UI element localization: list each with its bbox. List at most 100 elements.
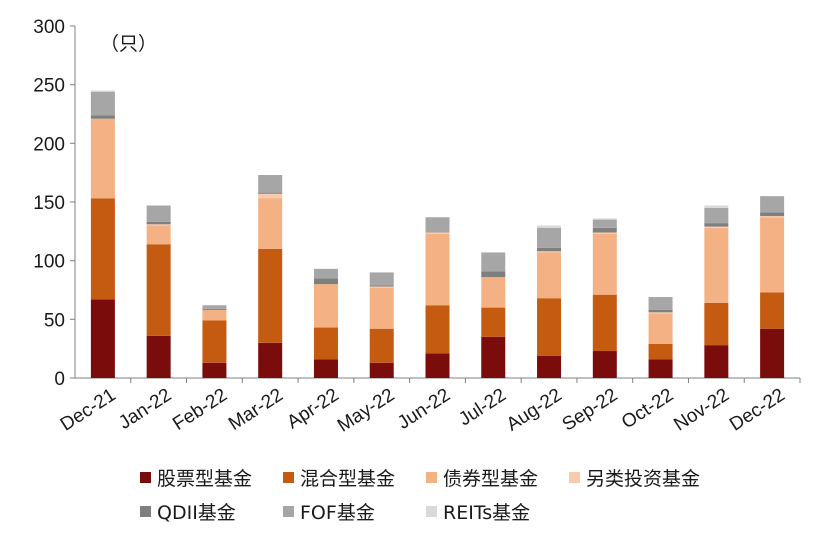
x-tick-label: Jun-22 xyxy=(394,385,454,434)
bar-segment xyxy=(425,217,450,233)
bar-segment xyxy=(146,225,171,245)
bar-segment xyxy=(313,327,338,360)
y-tick-label: 0 xyxy=(54,369,65,390)
bar-segment xyxy=(537,355,562,378)
bar-segment xyxy=(146,221,171,225)
bar-segment xyxy=(760,196,785,213)
y-tick-label: 200 xyxy=(33,134,65,155)
bar-segment xyxy=(760,212,785,217)
legend-item: 债券型基金 xyxy=(426,464,569,491)
legend-label: 另类投资基金 xyxy=(586,467,701,490)
bar-segment xyxy=(90,118,115,199)
bar-segment xyxy=(90,115,115,119)
x-tick-label: Aug-22 xyxy=(503,385,566,436)
bar-segment xyxy=(481,252,506,272)
bar-segment xyxy=(369,285,394,287)
bar-segment xyxy=(90,299,115,378)
bar-segment xyxy=(537,247,562,252)
bar-segment xyxy=(313,284,338,328)
bar-segment xyxy=(537,227,562,248)
x-tick-label: Nov-22 xyxy=(670,385,733,436)
bar-segment xyxy=(90,90,115,92)
legend-item: 混合型基金 xyxy=(283,464,426,491)
bar-segment xyxy=(258,175,283,193)
x-tick-label: Feb-22 xyxy=(169,385,231,435)
y-tick-labels: 0 50 100 150 200 250 300 xyxy=(33,17,65,390)
bar-segment xyxy=(369,272,394,286)
legend-label: 债券型基金 xyxy=(443,467,539,490)
legend-swatch xyxy=(140,505,151,517)
bar-segment xyxy=(481,336,506,378)
bar-segment xyxy=(704,207,729,224)
bar-segment xyxy=(425,233,450,306)
y-tick-label: 50 xyxy=(44,310,65,331)
bar-segment xyxy=(369,287,394,329)
x-tick-label: Oct-22 xyxy=(618,385,677,434)
bar-segment xyxy=(704,345,729,378)
x-tick-label: May-22 xyxy=(334,385,399,437)
legend-item: 股票型基金 xyxy=(140,464,283,491)
bar-segment xyxy=(369,328,394,363)
bar-segment xyxy=(648,359,673,378)
bar-segment xyxy=(537,225,562,228)
x-tick-label: Dec-22 xyxy=(726,385,789,436)
legend-label: 混合型基金 xyxy=(300,467,396,490)
bar-segment xyxy=(258,198,283,249)
bar-segment xyxy=(592,233,617,295)
legend-swatch xyxy=(426,505,437,517)
bar-segment xyxy=(704,227,729,303)
bar-segment xyxy=(258,248,283,343)
bar-segment xyxy=(537,298,562,356)
legend-swatch xyxy=(426,471,437,483)
bar-segment xyxy=(202,305,227,309)
bar-segment xyxy=(648,309,673,313)
legend-swatch xyxy=(283,471,294,483)
legend-label: FOF基金 xyxy=(300,501,375,524)
bar-segment xyxy=(202,362,227,378)
bar-segment xyxy=(760,217,785,293)
x-tick-label: Mar-22 xyxy=(225,385,287,435)
legend-item: FOF基金 xyxy=(283,498,426,525)
y-tick-label: 150 xyxy=(33,193,65,214)
bar-segment xyxy=(704,223,729,227)
y-tick-label: 250 xyxy=(33,76,65,97)
x-tick-label: Jul-22 xyxy=(455,385,510,431)
bar-segment xyxy=(146,224,171,226)
bar-segment xyxy=(704,302,729,346)
legend-item: QDII基金 xyxy=(140,498,283,525)
legend-label: QDII基金 xyxy=(157,501,236,524)
bar-segment xyxy=(760,292,785,329)
bar-segment xyxy=(648,312,673,314)
legend-label: REITs基金 xyxy=(443,501,531,524)
bar-segment xyxy=(146,335,171,378)
bar-segment xyxy=(648,313,673,344)
bar-segment xyxy=(202,309,227,321)
x-tick-label: Sep-22 xyxy=(559,385,622,436)
y-tick-label: 300 xyxy=(33,17,65,38)
bar-segment xyxy=(425,353,450,378)
legend: 股票型基金 混合型基金 债券型基金 另类投资基金 QDII基金 FOF基金 REITs基金 xyxy=(140,460,780,528)
bar-segment xyxy=(258,193,283,199)
bar-segment xyxy=(592,351,617,378)
x-tick-label: Dec-21 xyxy=(57,385,120,436)
legend-swatch xyxy=(569,471,580,483)
bar-segment xyxy=(481,307,506,337)
bar-segment xyxy=(369,286,394,288)
bar-segment xyxy=(425,232,450,234)
bar-segment xyxy=(537,252,562,299)
bar-segment xyxy=(258,342,283,378)
bars xyxy=(90,90,785,378)
bar-segment xyxy=(592,219,617,228)
bar-segment xyxy=(704,226,729,228)
bar-segment xyxy=(592,294,617,352)
unit-label: （只） xyxy=(100,33,157,55)
bar-segment xyxy=(369,362,394,378)
x-tick-label: Jan-22 xyxy=(115,385,175,434)
y-tick-label: 100 xyxy=(33,252,65,273)
bar-segment xyxy=(704,205,729,208)
bar-segment xyxy=(146,244,171,336)
x-tick-labels: Dec-21Jan-22Feb-22Mar-22Apr-22May-22Jun-… xyxy=(57,385,789,437)
bar-segment xyxy=(648,297,673,310)
bar-segment xyxy=(313,268,338,279)
